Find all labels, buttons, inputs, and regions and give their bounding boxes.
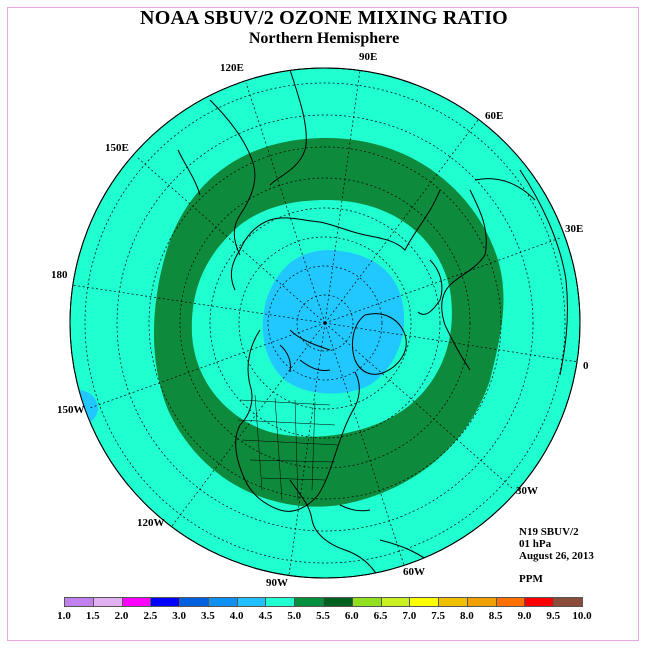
coast-eurasia-north [230,189,441,291]
colorbar-tick-label: 7.0 [402,610,417,622]
colorbar-tick-label: 5.0 [287,610,302,622]
colorbar-swatch [553,597,583,607]
coast-europe [441,189,487,371]
colorbar-swatch [150,597,181,607]
lat-circle-40 [179,177,471,469]
colorbar-tick-label: 2.5 [143,610,158,622]
lon-label-60e: 60E [485,110,504,122]
colorbar-tick-label: 4.0 [229,610,244,622]
lon-label-30w: 30W [516,485,538,497]
coast-africa [519,169,568,376]
lon-label-120e: 120E [220,62,244,74]
coast-east-asia [209,99,256,256]
lat-circle-70 [267,265,383,381]
lat-circle-20 [116,114,534,532]
meridian-90e [324,69,361,324]
meridian-60w [324,322,405,566]
coast-arctic-islands [279,329,331,373]
map-subtitle: Northern Hemisphere [248,30,400,47]
colorbar-swatch [179,597,209,607]
polar-low-region [262,250,405,394]
colorbar-tick-label: 9.0 [517,610,532,622]
meridian-150w [89,322,326,409]
lon-label-150e: 150E [105,142,129,154]
us-state-boundaries [237,394,339,501]
meridian-30e [324,237,561,324]
meridian-0 [324,322,579,363]
colorbar-swatch [495,597,526,607]
colorbar-tick-label: 6.5 [373,610,388,622]
coast-scandinavia [417,259,443,315]
coast-north-america [235,329,360,512]
info-date: August 26, 2013 [519,550,594,562]
colorbar-tick-label: 9.5 [546,610,561,622]
map-disk-border [69,67,581,579]
colorbar-swatch [207,597,238,607]
ozone-ring [153,138,504,507]
lat-circle-50 [209,207,441,439]
colorbar-swatch [380,597,411,607]
lon-label-180: 180 [51,269,68,281]
colorbar-swatch [351,597,382,607]
coast-gulf [289,479,381,578]
info-units: PPM [519,573,543,585]
coast-mediterranean [474,178,536,201]
colorbar-swatch [524,597,555,607]
colorbar-tick-label: 8.0 [460,610,474,622]
meridian-60e [324,119,479,324]
colorbar-tick-label: 4.5 [258,610,273,622]
lat-circle-30 [148,146,502,500]
lon-label-90w: 90W [266,577,288,589]
colorbar-tick-label: 3.5 [201,610,215,622]
meridian-150e [137,157,326,324]
meridian-180 [71,284,326,324]
coast-asia-far [269,69,307,186]
colorbar-swatch [265,597,296,607]
lon-label-30e: 30E [565,223,584,235]
meridian-30w [324,322,513,489]
colorbar-tick-label: 8.5 [488,610,503,622]
coast-caribbean [339,504,371,512]
lon-label-60w: 60W [403,566,425,578]
latitude-circles [84,82,566,564]
meridians [71,69,579,576]
coast-japan [177,149,201,196]
plot-frame [7,7,639,641]
colorbar-tick-label: 1.5 [85,610,100,622]
colorbar-swatch [121,597,152,607]
colorbar-tick-label: 3.0 [172,610,186,622]
colorbar-tick-label: 2.0 [114,610,129,622]
meridian-120e [245,82,326,324]
colorbar-swatch [466,597,497,607]
colorbar-swatch [92,597,123,607]
lon-label-120w: 120W [137,517,165,529]
colorbar-tick-label: 6.0 [344,610,359,622]
colorbar-tick-label: 10.0 [572,610,592,622]
lat-circle-10 [84,82,566,564]
meridian-120w [171,322,326,527]
colorbar-tick-label: 5.5 [316,610,330,622]
info-level: 01 hPa [519,538,552,550]
map-title: NOAA SBUV/2 OZONE MIXING RATIO [140,7,508,29]
colorbar-swatch [236,597,267,607]
coastlines [177,69,568,578]
colorbar-swatch [409,597,440,607]
us-state-lines [237,394,339,501]
colorbar-swatch [64,597,94,607]
lat-circle-80 [296,294,354,352]
lat-circle-60 [238,236,412,410]
colorbar-swatch [323,597,353,607]
meridian-90w [288,322,326,576]
colorbar-swatch [294,597,324,607]
info-instrument: N19 SBUV/2 [519,526,579,538]
colorbar-tick-label: 7.5 [431,610,445,622]
lon-label-150w: 150W [57,404,85,416]
lon-label-90e: 90E [359,51,378,63]
lon-label-0: 0 [583,360,589,372]
coast-greenland [352,313,407,375]
colorbar-tick-label: 1.0 [57,610,71,622]
colorbar-swatch [438,597,468,607]
